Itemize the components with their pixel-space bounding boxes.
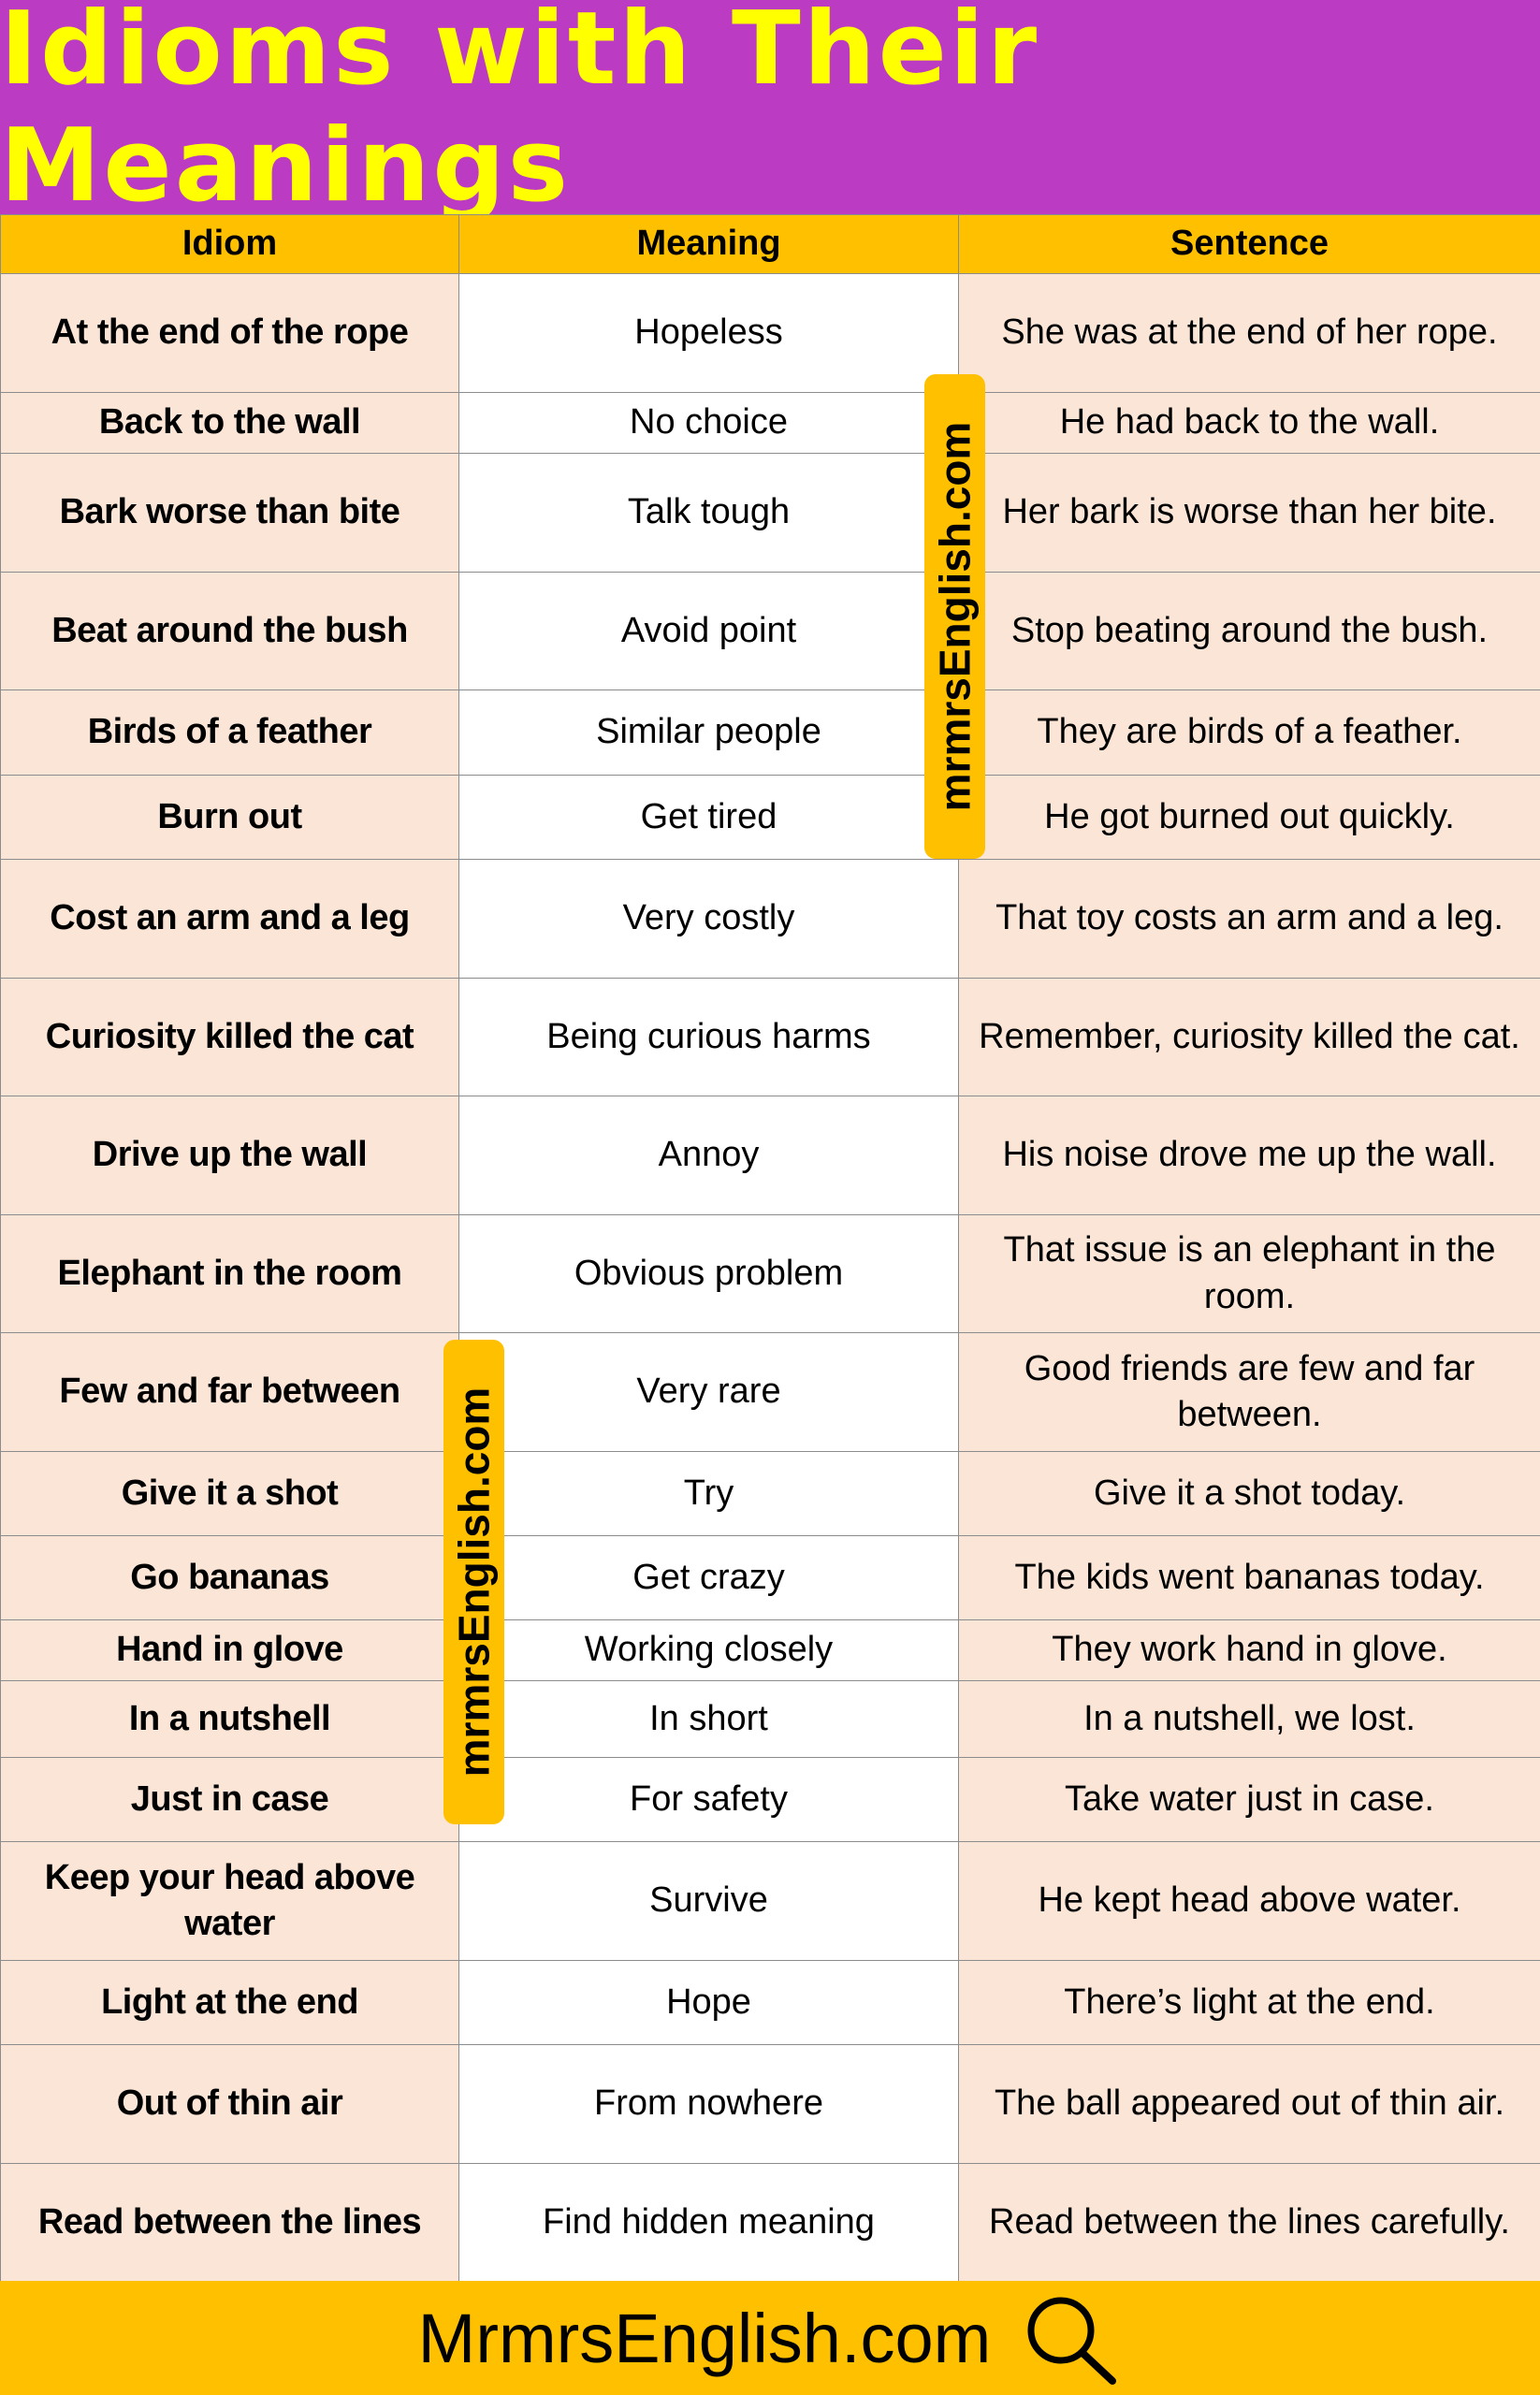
sentence: The kids went bananas today. (958, 1535, 1540, 1620)
idiom: Give it a shot (0, 1451, 459, 1536)
sentence: She was at the end of her rope. (958, 273, 1540, 393)
sentence: Give it a shot today. (958, 1451, 1540, 1536)
idiom: Cost an arm and a leg (0, 859, 459, 979)
table-row: Burn out Get tired He got burned out quick… (0, 775, 1540, 860)
idiom: At the end of the rope (0, 273, 459, 393)
meaning: Very costly (458, 859, 959, 979)
sentence: They work hand in glove. (958, 1619, 1540, 1681)
idiom: Light at the end (0, 1960, 459, 2045)
meaning: Talk tough (458, 453, 959, 573)
table-row: Cost an arm and a leg Very costly That toy… (0, 859, 1540, 979)
header: Idioms with Their Meanings (0, 0, 1540, 225)
table-row: At the end of the rope Hopeless She was at… (0, 273, 1540, 393)
meaning: Working closely (458, 1619, 959, 1681)
sentence: Read between the lines carefully. (958, 2163, 1540, 2283)
meaning: Being curious harms (458, 978, 959, 1096)
table-row: Drive up the wall Annoy His noise drove me… (0, 1096, 1540, 1215)
table-row: Beat around the bush Avoid point Stop beat… (0, 572, 1540, 690)
table-row: Out of thin air From nowhere The ball appe… (0, 2044, 1540, 2164)
sentence: He had back to the wall. (958, 392, 1540, 454)
meaning: Hopeless (458, 273, 959, 393)
table-row: In a nutshell In short In a nutshell, we l… (0, 1680, 1540, 1758)
sentence: Take water just in case. (958, 1757, 1540, 1842)
table-body: At the end of the rope Hopeless She was at… (0, 273, 1540, 2283)
table-row: Birds of a feather Similar people They are… (0, 689, 1540, 776)
column-header: Sentence (958, 214, 1540, 274)
meaning: Avoid point (458, 572, 959, 690)
table-row: Hand in glove Working closely They work ha… (0, 1619, 1540, 1681)
search-icon (1027, 2297, 1117, 2385)
sentence: In a nutshell, we lost. (958, 1680, 1540, 1758)
sentence: They are birds of a feather. (958, 689, 1540, 776)
meaning: No choice (458, 392, 959, 454)
idiom: Go bananas (0, 1535, 459, 1620)
table-row: Curiosity killed the cat Being curious ha… (0, 978, 1540, 1096)
meaning: From nowhere (458, 2044, 959, 2164)
idiom: Bark worse than bite (0, 453, 459, 573)
column-header: Idiom (0, 214, 459, 274)
idiom: Beat around the bush (0, 572, 459, 690)
watermark: mrmrsEnglish.com (930, 421, 980, 812)
sentence: He kept head above water. (958, 1841, 1540, 1961)
idiom: Keep your head above water (0, 1841, 459, 1961)
idiom: Elephant in the room (0, 1214, 459, 1333)
column-header: Meaning (458, 214, 959, 274)
idiom: Drive up the wall (0, 1096, 459, 1215)
table-row: Back to the wall No choice He had back to … (0, 392, 1540, 454)
table-row: Read between the lines Find hidden meanin… (0, 2163, 1540, 2283)
footer-text: MrmrsEnglish.com (417, 2299, 992, 2377)
meaning: Hope (458, 1960, 959, 2045)
sentence: Her bark is worse than her bite. (958, 453, 1540, 573)
idiom: Hand in glove (0, 1619, 459, 1681)
meaning: Annoy (458, 1096, 959, 1215)
sentence: There’s light at the end. (958, 1960, 1540, 2045)
sentence: That issue is an elephant in the room. (958, 1214, 1540, 1333)
meaning: Get tired (458, 775, 959, 860)
table-row: Light at the end Hope There’s light at the… (0, 1960, 1540, 2045)
meaning: For safety (458, 1757, 959, 1842)
watermark-box: mrmrsEnglish.com (443, 1340, 504, 1824)
idiom-table: Idiom Meaning Sentence At the end of the r… (0, 214, 1540, 2283)
sentence: Good friends are few and far between. (958, 1332, 1540, 1452)
meaning: Survive (458, 1841, 959, 1961)
meaning: Find hidden meaning (458, 2163, 959, 2283)
table-row: Few and far between Very rare Good friends… (0, 1332, 1540, 1452)
sentence: Stop beating around the bush. (958, 572, 1540, 690)
table-row: Go bananas Get crazy The kids went bananas… (0, 1535, 1540, 1620)
header-row: Idiom Meaning Sentence (0, 214, 1540, 274)
idiom: Back to the wall (0, 392, 459, 454)
footer: MrmrsEnglish.com (0, 2281, 1540, 2395)
sentence: That toy costs an arm and a leg. (958, 859, 1540, 979)
table-row: Bark worse than bite Talk tough Her bark i… (0, 453, 1540, 573)
idiom: Out of thin air (0, 2044, 459, 2164)
table-row: Keep your head above water Survive He kept… (0, 1841, 1540, 1961)
idiom: In a nutshell (0, 1680, 459, 1758)
meaning: Similar people (458, 689, 959, 776)
table-row: Give it a shot Try Give it a shot today. (0, 1451, 1540, 1536)
sentence: His noise drove me up the wall. (958, 1096, 1540, 1215)
idiom: Birds of a feather (0, 689, 459, 776)
idiom: Read between the lines (0, 2163, 459, 2283)
table-row: Elephant in the room Obvious problem That … (0, 1214, 1540, 1333)
meaning: Very rare (458, 1332, 959, 1452)
watermark: mrmrsEnglish.com (449, 1386, 499, 1778)
meaning: In short (458, 1680, 959, 1758)
idiom: Few and far between (0, 1332, 459, 1452)
sentence: Remember, curiosity killed the cat. (958, 978, 1540, 1096)
idiom: Burn out (0, 775, 459, 860)
idiom: Just in case (0, 1757, 459, 1842)
watermark-box: mrmrsEnglish.com (924, 374, 985, 859)
meaning: Try (458, 1451, 959, 1536)
meaning: Get crazy (458, 1535, 959, 1620)
meaning: Obvious problem (458, 1214, 959, 1333)
sentence: He got burned out quickly. (958, 775, 1540, 860)
sentence: The ball appeared out of thin air. (958, 2044, 1540, 2164)
idiom: Curiosity killed the cat (0, 978, 459, 1096)
table-row: Just in case For safety Take water just in… (0, 1757, 1540, 1842)
title: Idioms with Their Meanings (0, 0, 1040, 225)
